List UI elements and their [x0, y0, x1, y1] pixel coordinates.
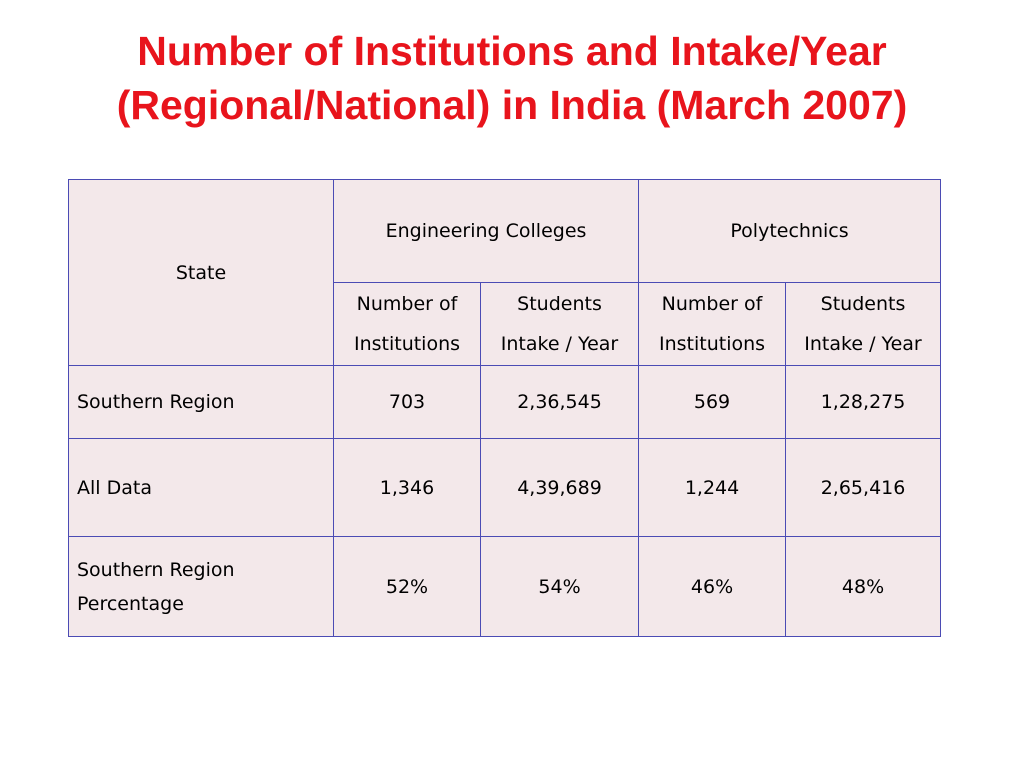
cell-eng-institutions: 52% [333, 536, 481, 637]
cell-poly-intake: 48% [785, 536, 942, 637]
cell-poly-intake: 1,28,275 [785, 365, 942, 439]
cell-poly-institutions: 569 [638, 365, 787, 439]
table-row: Southern Region Percentage 52% 54% 46% 4… [68, 536, 942, 637]
subheader-text: Students [517, 293, 602, 315]
table-row: All Data 1,346 4,39,689 1,244 2,65,416 [68, 438, 942, 537]
subheader-eng-intake: Students Intake / Year [479, 282, 640, 366]
row-label-line: Percentage [77, 592, 184, 615]
subheader-text: Students [820, 293, 906, 315]
header-engineering-colleges: Engineering Colleges [332, 179, 640, 283]
table-header-row: State Engineering Colleges Polytechnics [68, 179, 942, 366]
row-label: All Data [68, 438, 334, 537]
subheader-text: Intake / Year [804, 333, 922, 355]
cell-poly-institutions: 46% [638, 536, 787, 637]
row-label: Southern Region Percentage [68, 536, 334, 637]
subheader-poly-institutions: Number of Institutions [638, 282, 787, 366]
cell-eng-intake: 54% [479, 536, 640, 637]
subheader-text: Number of [661, 293, 763, 315]
title-line-1: Number of Institutions and Intake/Year [137, 28, 887, 74]
subheader-poly-intake: Students Intake / Year [785, 282, 942, 366]
subheader-text: Institutions [658, 333, 766, 355]
subheader-eng-institutions: Number of Institutions [333, 282, 481, 366]
header-state: State [68, 179, 334, 366]
cell-eng-intake: 4,39,689 [479, 438, 640, 537]
header-polytechnics: Polytechnics [638, 179, 942, 283]
institutions-table: State Engineering Colleges Polytechnics … [68, 179, 942, 637]
row-label-line: Southern Region [77, 558, 235, 581]
subheader-text: Institutions [353, 333, 461, 355]
table-subheader-row: Number of Institutions Students Intake /… [69, 282, 942, 366]
cell-eng-institutions: 1,346 [333, 438, 481, 537]
subheader-text: Intake / Year [500, 333, 619, 355]
page-title: Number of Institutions and Intake/Year (… [40, 24, 984, 132]
table-row: Southern Region 703 2,36,545 569 1,28,27… [68, 365, 942, 439]
cell-poly-intake: 2,65,416 [785, 438, 942, 537]
row-label: Southern Region [68, 365, 334, 439]
subheader-text: Number of [356, 293, 458, 315]
title-line-2: (Regional/National) in India (March 2007… [116, 82, 908, 128]
cell-eng-intake: 2,36,545 [479, 365, 640, 439]
cell-eng-institutions: 703 [333, 365, 481, 439]
cell-poly-institutions: 1,244 [638, 438, 787, 537]
